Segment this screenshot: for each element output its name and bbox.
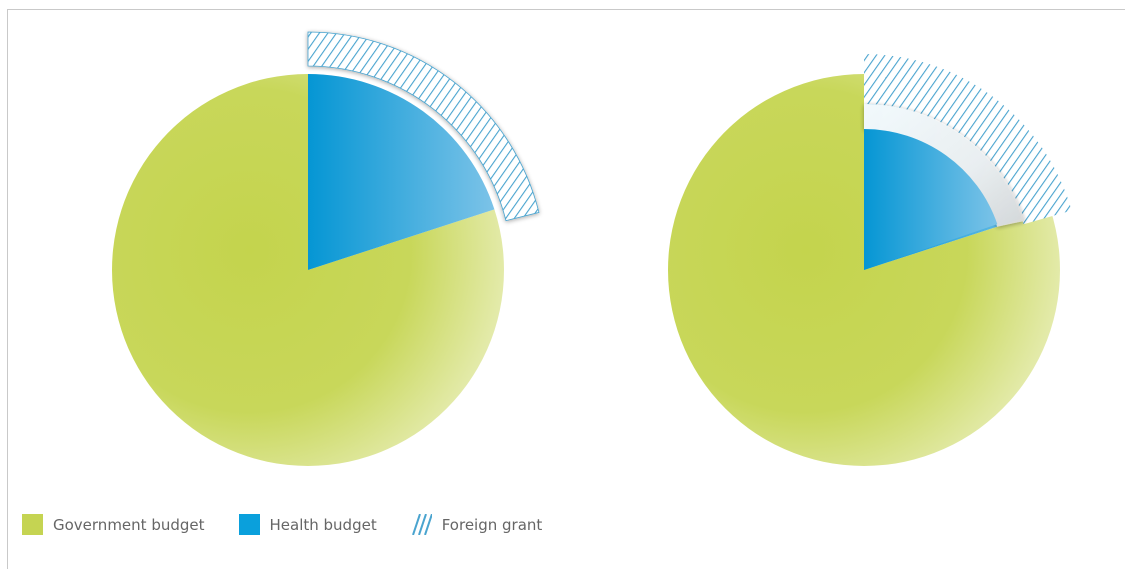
pie-1-slice-health (308, 74, 495, 270)
chart-frame (7, 9, 1125, 569)
legend-item-grant: Foreign grant (411, 514, 543, 535)
pie-2-grant-curl-shadow (864, 103, 1025, 227)
legend-label-health: Health budget (269, 515, 377, 534)
legend-swatch-health (238, 514, 260, 535)
legend-label-grant: Foreign grant (441, 515, 543, 534)
legend-label-government: Government budget (53, 515, 205, 534)
legend-swatch-grant (411, 514, 432, 535)
pie-1-foreign-grant-band (307, 31, 540, 222)
pie-2-foreign-grant-band (864, 54, 1072, 225)
legend: Government budget Health budget Foreign … (22, 514, 576, 535)
pie-2-slice-health-overlay (864, 129, 998, 270)
legend-swatch-government (22, 514, 43, 535)
legend-item-health: Health budget (238, 514, 377, 535)
legend-item-government: Government budget (22, 514, 205, 535)
